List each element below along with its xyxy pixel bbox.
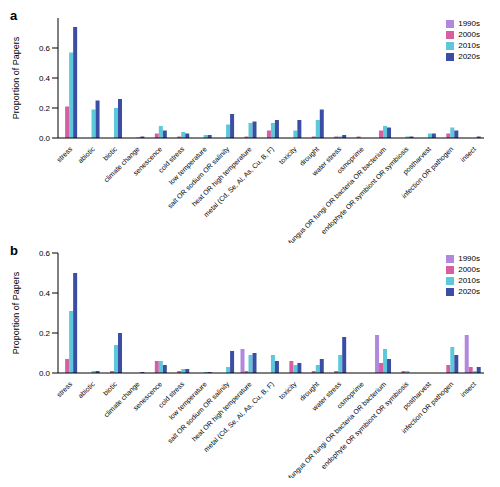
svg-text:infection OR pathogen: infection OR pathogen — [400, 380, 455, 435]
svg-text:insect: insect — [459, 380, 477, 398]
svg-text:fungus OR fungi OR bacteria OR: fungus OR fungi OR bacteria OR bacterium — [287, 380, 388, 478]
svg-text:climate change: climate change — [102, 380, 141, 419]
svg-text:0.2: 0.2 — [39, 329, 51, 338]
svg-text:endophyte OR symbiont OR symbi: endophyte OR symbiont OR symbiosis — [320, 380, 411, 471]
svg-text:cold stress: cold stress — [156, 145, 186, 174]
html-text:2010s: 2010s — [458, 276, 480, 285]
svg-text:water stress: water stress — [310, 380, 343, 412]
svg-text:Proportion of Papers: Proportion of Papers — [11, 36, 21, 119]
svg-text:0.6: 0.6 — [39, 249, 51, 258]
svg-text:low temperature: low temperature — [168, 380, 209, 421]
svg-text:0.0: 0.0 — [39, 134, 51, 143]
svg-text:metal (Cd, Se, Al, As, Cu, B,: metal (Cd, Se, Al, As, Cu, B, F) — [202, 145, 276, 219]
svg-text:biotic: biotic — [102, 145, 119, 162]
svg-text:cold stress: cold stress — [156, 380, 186, 409]
svg-text:postharvest: postharvest — [401, 380, 433, 411]
svg-text:metal (Cd, Se, Al, As, Cu, B,: metal (Cd, Se, Al, As, Cu, B, F) — [202, 380, 276, 454]
svg-text:osmoprime: osmoprime — [335, 145, 365, 175]
svg-text:low temperature: low temperature — [168, 145, 209, 186]
svg-text:0.6: 0.6 — [39, 44, 51, 53]
svg-text:0.2: 0.2 — [39, 104, 51, 113]
html-text:a: a — [10, 8, 18, 23]
html-text:1990s: 1990s — [458, 254, 480, 263]
html-text:2020s: 2020s — [458, 52, 480, 61]
svg-text:toxicity: toxicity — [278, 145, 299, 166]
svg-text:senescence: senescence — [132, 380, 163, 411]
svg-text:0.4: 0.4 — [39, 74, 51, 83]
svg-text:biotic: biotic — [102, 380, 119, 397]
svg-text:abiotic: abiotic — [77, 145, 97, 165]
svg-text:0.4: 0.4 — [39, 289, 51, 298]
html-text:1990s: 1990s — [458, 19, 480, 28]
html-text:2010s: 2010s — [458, 41, 480, 50]
svg-text:salt OR sodium OR salinity: salt OR sodium OR salinity — [166, 145, 231, 210]
svg-text:toxicity: toxicity — [278, 380, 299, 401]
svg-text:climate change: climate change — [102, 145, 141, 184]
svg-text:heat OR high temperature: heat OR high temperature — [190, 145, 253, 208]
svg-text:osmoprime: osmoprime — [335, 380, 365, 410]
svg-text:Proportion of Papers: Proportion of Papers — [11, 271, 21, 354]
svg-text:senescence: senescence — [132, 145, 163, 176]
svg-text:drought: drought — [298, 145, 321, 167]
html-text:b: b — [10, 243, 18, 258]
html-text:2000s: 2000s — [458, 265, 480, 274]
svg-text:0.0: 0.0 — [39, 369, 51, 378]
svg-text:infection OR pathogen: infection OR pathogen — [400, 145, 455, 200]
svg-text:water stress: water stress — [310, 145, 343, 177]
svg-text:heat OR high temperature: heat OR high temperature — [190, 380, 253, 443]
svg-text:salt OR sodium OR salinity: salt OR sodium OR salinity — [166, 380, 231, 445]
svg-text:insect: insect — [459, 145, 477, 163]
svg-text:fungus OR fungi OR bacteria OR: fungus OR fungi OR bacteria OR bacterium — [287, 145, 388, 243]
html-text:2020s: 2020s — [458, 287, 480, 296]
svg-text:postharvest: postharvest — [401, 145, 433, 176]
svg-text:stress: stress — [55, 145, 74, 164]
svg-text:abiotic: abiotic — [77, 380, 97, 400]
svg-text:stress: stress — [55, 380, 74, 399]
html-text:2000s: 2000s — [458, 30, 480, 39]
svg-text:drought: drought — [298, 380, 321, 402]
svg-text:endophyte OR symbiont OR symbi: endophyte OR symbiont OR symbiosis — [320, 145, 411, 236]
